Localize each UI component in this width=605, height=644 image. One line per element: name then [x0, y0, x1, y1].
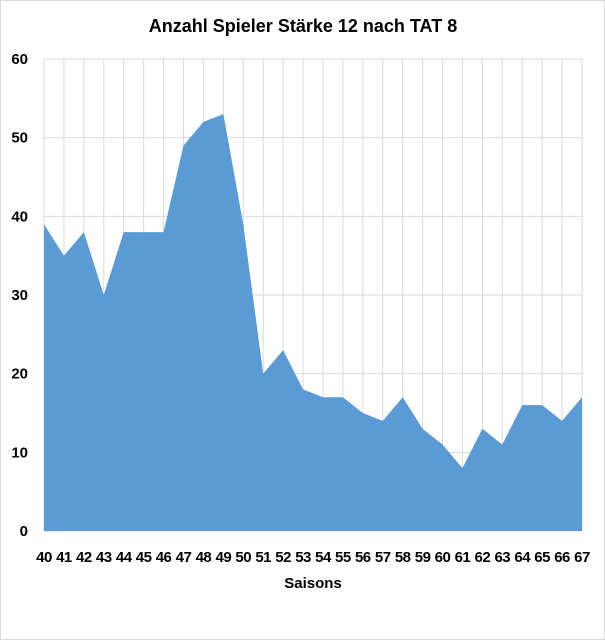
x-tick-label: 44 [116, 549, 133, 566]
x-axis-label: Saisons [284, 575, 342, 592]
x-tick-label: 54 [315, 549, 332, 566]
x-tick-label: 42 [76, 549, 92, 566]
y-axis-ticks: 0 10 20 30 40 50 60 [11, 51, 28, 540]
x-tick-label: 45 [136, 549, 152, 566]
y-tick-label: 60 [11, 51, 28, 68]
x-tick-label: 67 [574, 549, 590, 566]
x-tick-label: 65 [534, 549, 550, 566]
y-tick-label: 50 [11, 130, 28, 147]
y-tick-label: 10 [11, 444, 28, 461]
x-tick-label: 66 [554, 549, 570, 566]
x-tick-label: 60 [435, 549, 451, 566]
area-series [44, 114, 582, 532]
y-tick-label: 0 [20, 523, 28, 540]
x-tick-label: 57 [375, 549, 391, 566]
y-tick-label: 40 [11, 208, 28, 225]
x-tick-label: 63 [494, 549, 510, 566]
x-tick-label: 52 [275, 549, 291, 566]
x-tick-label: 47 [176, 549, 192, 566]
x-tick-label: 58 [395, 549, 411, 566]
x-tick-label: 41 [56, 549, 72, 566]
x-tick-label: 48 [196, 549, 212, 566]
x-tick-label: 43 [96, 549, 112, 566]
x-tick-label: 51 [255, 549, 271, 566]
x-tick-label: 55 [335, 549, 351, 566]
x-tick-label: 50 [235, 549, 251, 566]
y-tick-label: 20 [11, 366, 28, 383]
x-tick-label: 46 [156, 549, 172, 566]
x-tick-label: 56 [355, 549, 371, 566]
x-tick-label: 53 [295, 549, 311, 566]
chart-title: Anzahl Spieler Stärke 12 nach TAT 8 [149, 16, 457, 36]
x-axis-ticks: 40 41 42 43 44 45 46 47 48 49 50 51 52 53 54 55 56 57 58 59… [36, 549, 590, 566]
x-tick-label: 59 [415, 549, 431, 566]
x-tick-label: 62 [475, 549, 491, 566]
x-tick-label: 64 [514, 549, 531, 566]
y-tick-label: 30 [11, 287, 28, 304]
x-tick-label: 40 [36, 549, 52, 566]
x-tick-label: 61 [455, 549, 471, 566]
x-tick-label: 49 [215, 549, 231, 566]
